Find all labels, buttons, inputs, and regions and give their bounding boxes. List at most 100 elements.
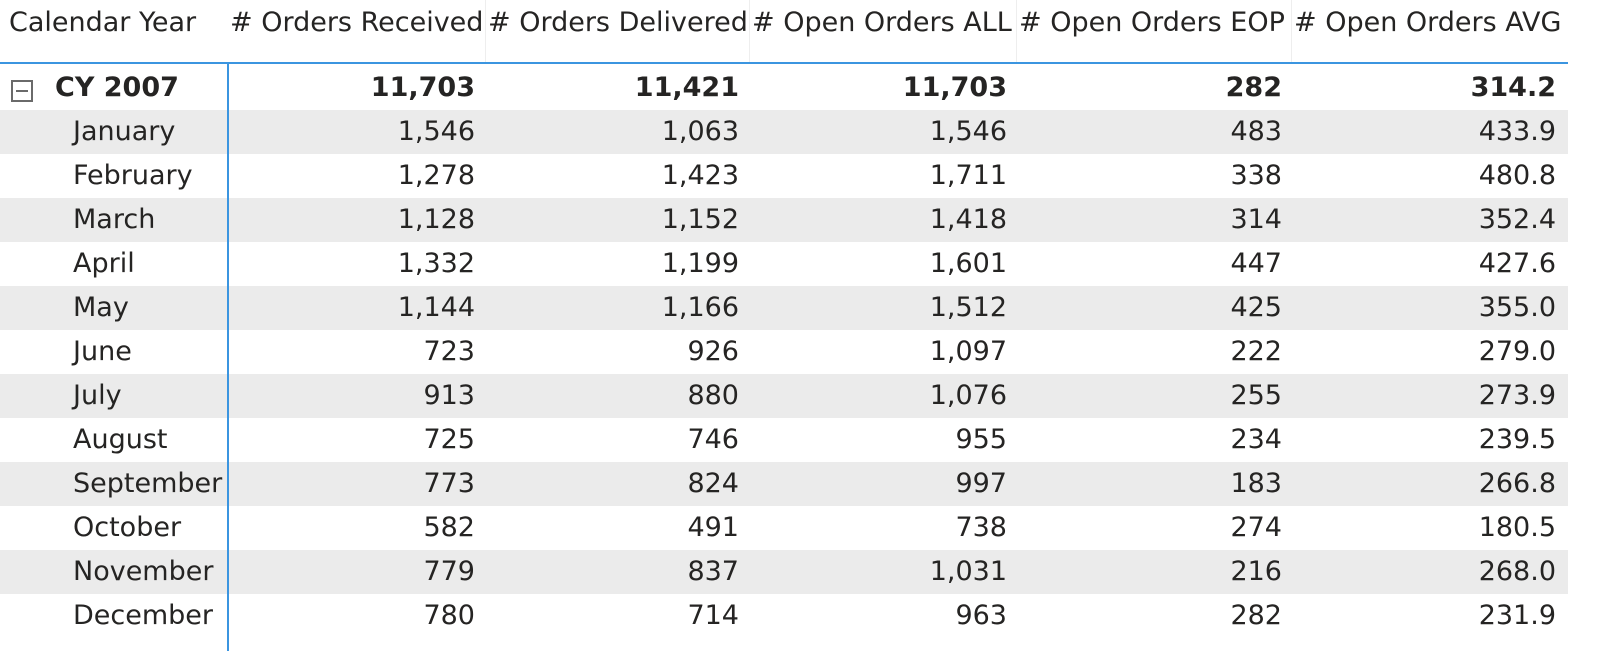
open-orders-all-value: 1,097 [929, 336, 1007, 367]
orders-delivered-value: 837 [687, 556, 739, 587]
header-separator [1016, 0, 1017, 62]
orders-received-value: 1,144 [397, 292, 475, 323]
orders-received-value: 582 [423, 512, 475, 543]
orders-received-value: 773 [423, 468, 475, 499]
orders-received-value: 725 [423, 424, 475, 455]
total-open-avg: 314.2 [1470, 72, 1556, 103]
open-orders-eop-value: 234 [1230, 424, 1282, 455]
orders-delivered-value: 714 [687, 600, 739, 631]
open-orders-eop-value: 222 [1230, 336, 1282, 367]
table-row: August 725 746 955 234 239.5 [0, 418, 1568, 462]
open-orders-avg-value: 279.0 [1478, 336, 1556, 367]
open-orders-all-value: 1,512 [929, 292, 1007, 323]
orders-received-value: 780 [423, 600, 475, 631]
open-orders-avg-value: 355.0 [1478, 292, 1556, 323]
table-row: May 1,144 1,166 1,512 425 355.0 [0, 286, 1568, 330]
open-orders-all-value: 1,076 [929, 380, 1007, 411]
orders-delivered-value: 1,199 [661, 248, 739, 279]
open-orders-avg-value: 480.8 [1478, 160, 1556, 191]
total-received: 11,703 [370, 72, 475, 103]
open-orders-avg-value: 266.8 [1478, 468, 1556, 499]
row-header-divider [227, 62, 229, 651]
open-orders-eop-value: 483 [1230, 116, 1282, 147]
month-label: December [73, 600, 214, 631]
table-row: March 1,128 1,152 1,418 314 352.4 [0, 198, 1568, 242]
header-open-orders-all[interactable]: # Open Orders ALL [752, 7, 1012, 38]
month-label: June [73, 336, 132, 367]
table-row: July 913 880 1,076 255 273.9 [0, 374, 1568, 418]
orders-delivered-value: 1,063 [661, 116, 739, 147]
open-orders-avg-value: 427.6 [1478, 248, 1556, 279]
month-label: September [73, 468, 223, 499]
header-separator [749, 0, 750, 62]
table-row: April 1,332 1,199 1,601 447 427.6 [0, 242, 1568, 286]
open-orders-all-value: 1,031 [929, 556, 1007, 587]
open-orders-avg-value: 352.4 [1478, 204, 1556, 235]
open-orders-all-value: 963 [955, 600, 1007, 631]
open-orders-eop-value: 255 [1230, 380, 1282, 411]
orders-delivered-value: 824 [687, 468, 739, 499]
total-open-all: 11,703 [902, 72, 1007, 103]
open-orders-eop-value: 216 [1230, 556, 1282, 587]
open-orders-eop-value: 274 [1230, 512, 1282, 543]
total-open-eop: 282 [1225, 72, 1282, 103]
orders-received-value: 779 [423, 556, 475, 587]
orders-received-value: 1,546 [397, 116, 475, 147]
table-row: September 773 824 997 183 266.8 [0, 462, 1568, 506]
orders-delivered-value: 746 [687, 424, 739, 455]
orders-delivered-value: 1,423 [661, 160, 739, 191]
header-calendar-year[interactable]: Calendar Year [9, 7, 197, 38]
open-orders-all-value: 1,711 [929, 160, 1007, 191]
header-separator [1291, 0, 1292, 62]
orders-delivered-value: 1,166 [661, 292, 739, 323]
month-label: November [73, 556, 214, 587]
table-row: January 1,546 1,063 1,546 483 433.9 [0, 110, 1568, 154]
orders-received-value: 1,278 [397, 160, 475, 191]
header-underline [0, 62, 1568, 64]
header-open-orders-avg[interactable]: # Open Orders AVG [1294, 7, 1562, 38]
month-label: January [73, 116, 176, 147]
header-orders-delivered[interactable]: # Orders Delivered [488, 7, 748, 38]
orders-delivered-value: 491 [687, 512, 739, 543]
table-row: October 582 491 738 274 180.5 [0, 506, 1568, 550]
month-label: July [73, 380, 122, 411]
table-row: November 779 837 1,031 216 268.0 [0, 550, 1568, 594]
open-orders-all-value: 955 [955, 424, 1007, 455]
header-open-orders-eop[interactable]: # Open Orders EOP [1019, 7, 1285, 38]
month-label: April [73, 248, 135, 279]
orders-received-value: 723 [423, 336, 475, 367]
table-row: December 780 714 963 282 231.9 [0, 594, 1568, 638]
open-orders-eop-value: 314 [1230, 204, 1282, 235]
orders-delivered-value: 1,152 [661, 204, 739, 235]
month-label: August [73, 424, 168, 455]
header-orders-received[interactable]: # Orders Received [230, 7, 484, 38]
open-orders-all-value: 1,418 [929, 204, 1007, 235]
open-orders-avg-value: 268.0 [1478, 556, 1556, 587]
total-label: CY 2007 [55, 72, 179, 103]
open-orders-eop-value: 447 [1230, 248, 1282, 279]
open-orders-avg-value: 231.9 [1478, 600, 1556, 631]
table-row-total: CY 2007 11,703 11,421 11,703 282 314.2 [0, 66, 1568, 110]
orders-received-value: 1,128 [397, 204, 475, 235]
open-orders-all-value: 738 [955, 512, 1007, 543]
open-orders-eop-value: 425 [1230, 292, 1282, 323]
month-label: March [73, 204, 156, 235]
month-label: May [73, 292, 129, 323]
open-orders-avg-value: 273.9 [1478, 380, 1556, 411]
open-orders-avg-value: 239.5 [1478, 424, 1556, 455]
open-orders-all-value: 1,546 [929, 116, 1007, 147]
orders-received-value: 913 [423, 380, 475, 411]
month-label: October [73, 512, 182, 543]
open-orders-avg-value: 180.5 [1478, 512, 1556, 543]
orders-delivered-value: 926 [687, 336, 739, 367]
open-orders-avg-value: 433.9 [1478, 116, 1556, 147]
total-delivered: 11,421 [634, 72, 739, 103]
month-label: February [73, 160, 193, 191]
open-orders-eop-value: 282 [1230, 600, 1282, 631]
open-orders-all-value: 1,601 [929, 248, 1007, 279]
table-row: June 723 926 1,097 222 279.0 [0, 330, 1568, 374]
orders-received-value: 1,332 [397, 248, 475, 279]
header-separator [485, 0, 486, 62]
collapse-minus-icon[interactable] [11, 80, 33, 102]
